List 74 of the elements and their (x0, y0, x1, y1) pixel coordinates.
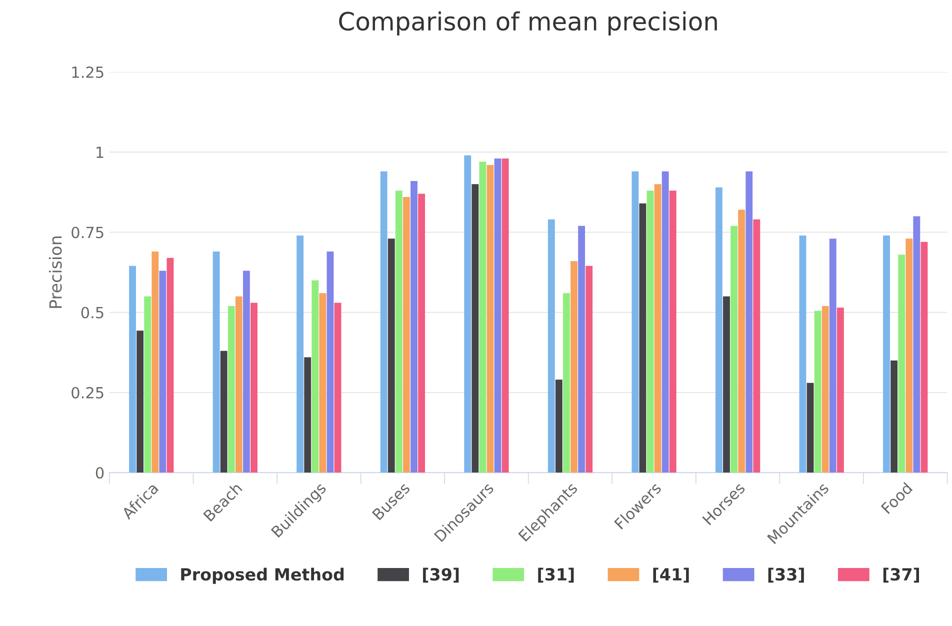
bar (472, 184, 479, 473)
bar (730, 226, 738, 473)
bar (799, 235, 806, 473)
bar (296, 235, 304, 473)
legend-label: [37] (883, 568, 919, 583)
bar (738, 210, 746, 473)
bar (715, 187, 722, 473)
bar (334, 302, 342, 473)
bar (746, 171, 753, 473)
bar (822, 306, 829, 473)
bar (883, 235, 890, 473)
bar (836, 308, 844, 473)
bar (388, 238, 395, 473)
bar (898, 254, 906, 473)
y-tick-label: 1 (96, 146, 104, 158)
bar (578, 226, 586, 473)
bar (829, 238, 836, 473)
y-axis-title: Precision (48, 236, 62, 308)
bar (129, 266, 136, 473)
bar (479, 162, 486, 473)
bar (250, 302, 258, 473)
bar (494, 158, 502, 473)
bar (913, 216, 920, 473)
bar (380, 171, 388, 473)
y-tick-label: 0 (96, 467, 104, 479)
bar (548, 219, 555, 473)
bar (723, 296, 730, 473)
bar (662, 171, 669, 473)
bar (152, 251, 159, 473)
bar (753, 219, 760, 473)
bar (502, 158, 509, 473)
bar (395, 190, 402, 473)
legend-label: [31] (538, 568, 574, 583)
bar (228, 306, 235, 473)
bar (906, 238, 913, 473)
bar (586, 266, 593, 473)
bar (242, 270, 250, 473)
legend-label: [33] (768, 568, 804, 583)
legend-label: Proposed Method (181, 568, 344, 584)
bar (654, 184, 662, 473)
bar (814, 310, 822, 473)
bar (920, 242, 928, 473)
bar (639, 203, 646, 473)
chart-title: Comparison of mean precision (339, 11, 717, 36)
bar (646, 190, 654, 473)
bar (410, 180, 418, 473)
bar (166, 258, 174, 473)
bar (212, 251, 220, 473)
bar (806, 382, 814, 473)
y-tick-label: 0.75 (72, 226, 104, 238)
bar (326, 251, 334, 473)
bar (418, 194, 426, 473)
bar (403, 196, 410, 473)
bar (304, 357, 312, 473)
bar (563, 293, 570, 473)
bar (570, 261, 578, 473)
bar (632, 171, 639, 473)
bar (555, 380, 562, 473)
bar (669, 190, 676, 473)
bar (144, 296, 152, 473)
legend-label: [39] (423, 568, 459, 583)
y-tick-label: 1.25 (72, 66, 104, 78)
y-tick-label: 0.5 (81, 306, 104, 318)
bar (136, 330, 144, 473)
y-tick-label: 0.25 (72, 386, 104, 399)
bar (486, 164, 494, 473)
bar (235, 296, 242, 473)
legend-label: [41] (653, 568, 689, 583)
bar (464, 155, 472, 473)
bar (319, 293, 326, 473)
bar (890, 360, 898, 473)
bar (220, 350, 228, 473)
bar (159, 270, 166, 473)
bar (312, 280, 319, 473)
